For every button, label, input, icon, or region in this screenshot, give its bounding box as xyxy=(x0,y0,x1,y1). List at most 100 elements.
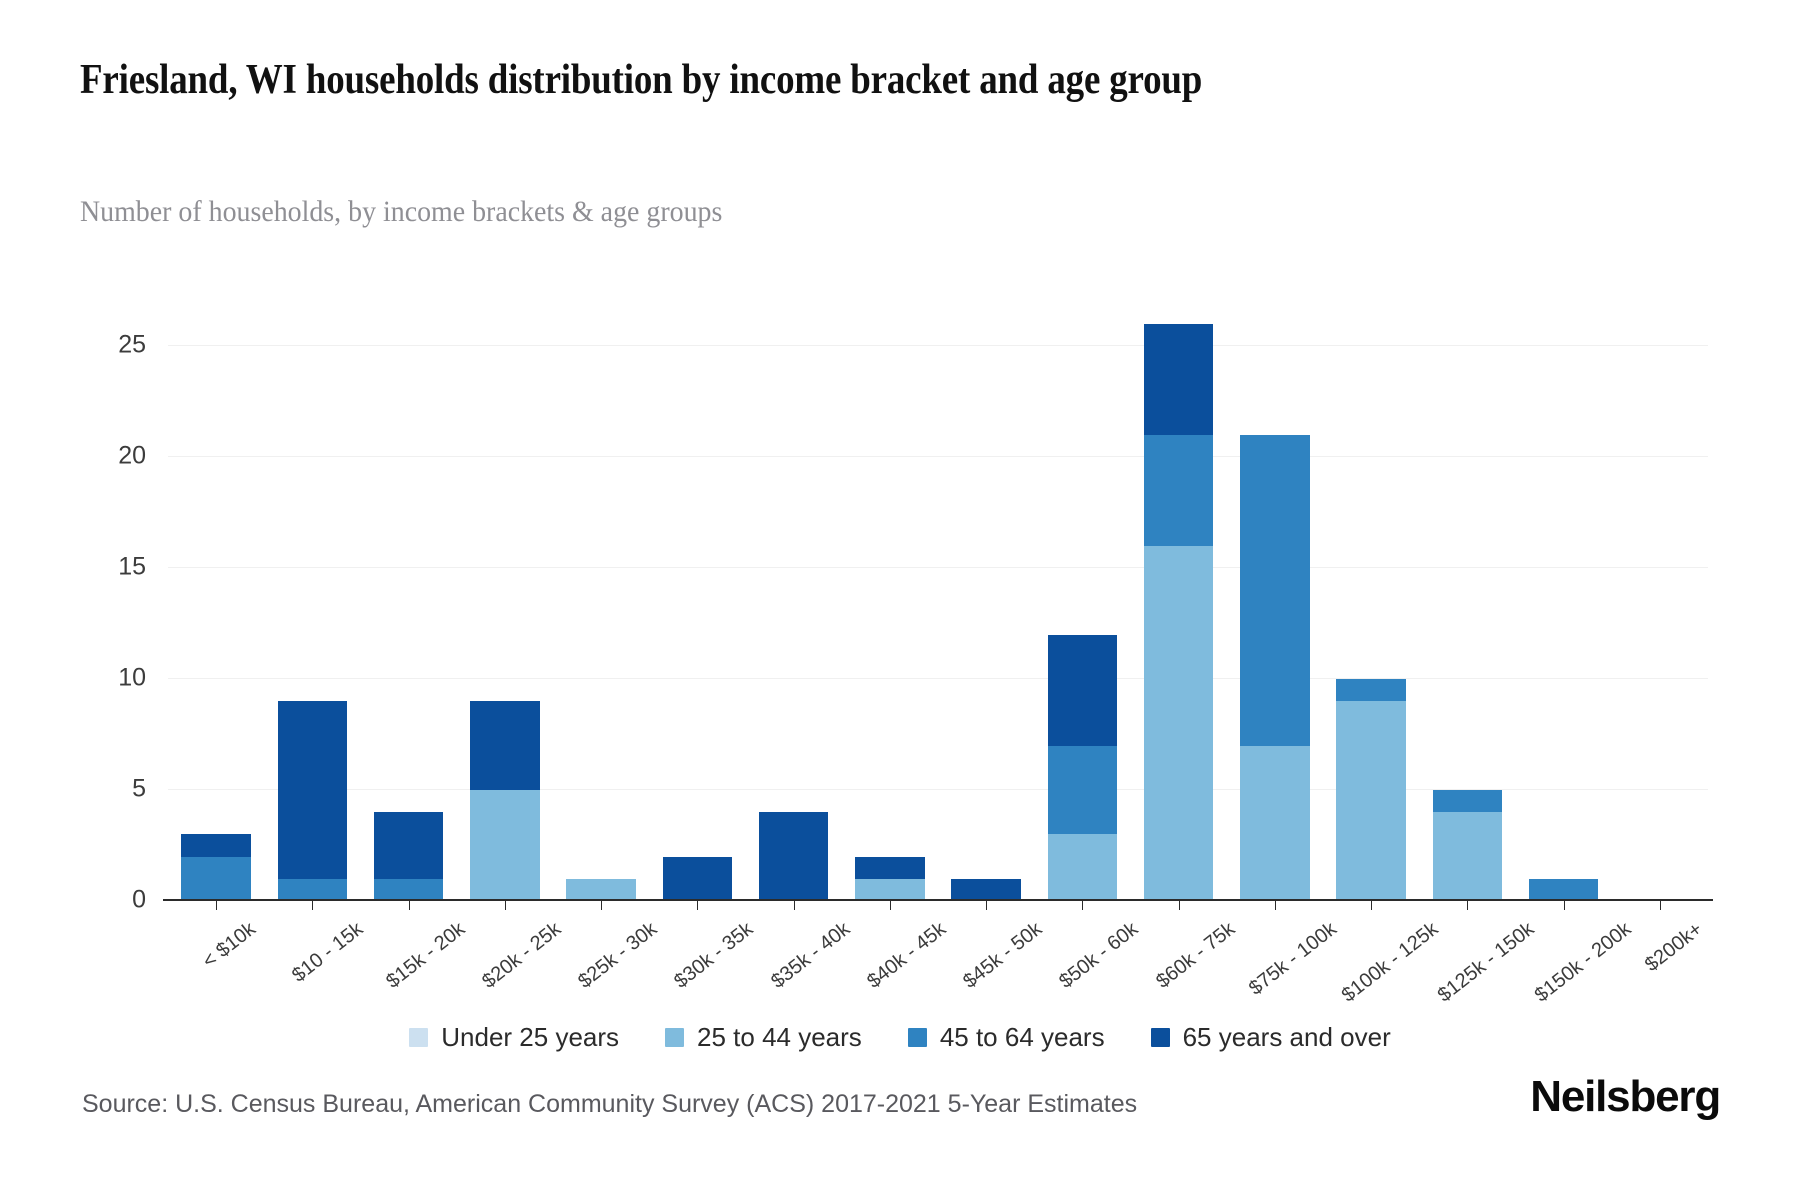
bar-segment[interactable] xyxy=(1047,834,1118,901)
bar-segment[interactable] xyxy=(1143,324,1214,436)
bar-segment[interactable] xyxy=(1240,435,1310,746)
x-axis-tick xyxy=(408,901,410,910)
bar-group[interactable] xyxy=(1034,302,1130,910)
bar-group[interactable] xyxy=(1419,302,1515,910)
y-axis-tick-label: 20 xyxy=(118,441,146,470)
bar-segment[interactable] xyxy=(855,856,925,879)
stacked-bar[interactable] xyxy=(1143,324,1214,901)
x-axis-tick xyxy=(1467,901,1469,910)
page-title: Friesland, WI households distribution by… xyxy=(80,57,1203,103)
legend-label: 45 to 64 years xyxy=(939,1022,1105,1052)
legend-item[interactable]: 65 years and over xyxy=(1150,1022,1391,1053)
bar-segment[interactable] xyxy=(566,878,636,901)
x-axis-tick xyxy=(601,901,603,910)
gridline: 20 xyxy=(118,442,1708,470)
bar-segment[interactable] xyxy=(1336,701,1406,901)
bar-segment[interactable] xyxy=(662,856,733,901)
legend-label: 65 years and over xyxy=(1182,1022,1391,1052)
bar-group[interactable] xyxy=(1516,302,1612,910)
x-axis-tick xyxy=(312,901,314,910)
stacked-bar[interactable] xyxy=(1047,634,1118,901)
bar-group[interactable] xyxy=(938,302,1034,910)
x-axis-tick xyxy=(889,901,891,910)
x-axis-tick xyxy=(1563,901,1565,910)
bar-group[interactable] xyxy=(1323,302,1419,910)
x-axis-tick xyxy=(697,901,699,910)
stacked-bar[interactable] xyxy=(1432,790,1503,901)
x-axis-tick-label: < $10k xyxy=(198,918,260,973)
bar-segment[interactable] xyxy=(1432,812,1503,901)
brand-logo: Neilsberg xyxy=(1530,1072,1721,1121)
bar-segment[interactable] xyxy=(1240,745,1310,901)
bar-segment[interactable] xyxy=(181,856,251,901)
gridline: 10 xyxy=(118,664,1708,692)
bar-segment[interactable] xyxy=(951,878,1021,901)
bar-segment[interactable] xyxy=(277,701,348,879)
stacked-bar[interactable] xyxy=(373,812,444,901)
bar-segment[interactable] xyxy=(758,812,829,901)
bar-group[interactable] xyxy=(553,302,649,910)
stacked-bar[interactable] xyxy=(181,834,251,901)
y-axis-tick-label: 5 xyxy=(132,774,146,803)
gridline: 25 xyxy=(118,331,1708,359)
bar-group[interactable] xyxy=(649,302,745,910)
bar-group[interactable] xyxy=(842,302,938,910)
legend-item[interactable]: 25 to 44 years xyxy=(665,1022,862,1053)
y-axis-tick-label: 10 xyxy=(118,663,146,692)
bar-segment[interactable] xyxy=(277,878,348,901)
plot-area: 0 5 10 15 20 25 xyxy=(118,302,1713,914)
stacked-bar[interactable] xyxy=(951,878,1021,901)
legend-swatch-icon xyxy=(409,1028,429,1047)
bar-segment[interactable] xyxy=(1047,745,1118,835)
legend-swatch-icon xyxy=(907,1028,927,1047)
stacked-bar[interactable] xyxy=(855,856,925,901)
bar-segment[interactable] xyxy=(470,701,540,791)
x-axis-tick xyxy=(1371,901,1373,910)
stacked-bar[interactable] xyxy=(1240,435,1310,901)
stacked-bar[interactable] xyxy=(470,701,540,901)
bar-group[interactable] xyxy=(1227,302,1323,910)
bar-segment[interactable] xyxy=(1432,790,1503,813)
bar-segment[interactable] xyxy=(1143,546,1214,901)
bar-segment[interactable] xyxy=(1047,634,1118,746)
bar-group[interactable] xyxy=(168,302,264,910)
stacked-bar[interactable] xyxy=(662,856,733,901)
bar-group[interactable] xyxy=(264,302,360,910)
x-axis-line xyxy=(163,899,1713,901)
x-axis-tick-label: $200k+ xyxy=(1640,918,1707,977)
gridline: 0 xyxy=(132,886,1708,914)
stacked-bar[interactable] xyxy=(758,812,829,901)
gridline: 15 xyxy=(118,553,1708,581)
bar-segment[interactable] xyxy=(470,790,540,901)
legend-swatch-icon xyxy=(665,1028,685,1047)
x-axis-tick xyxy=(216,901,218,910)
stacked-bar[interactable] xyxy=(566,878,636,901)
gridline: 5 xyxy=(132,775,1708,803)
bar-group[interactable] xyxy=(1131,302,1227,910)
bar-segment[interactable] xyxy=(1336,679,1406,702)
x-axis-tick xyxy=(504,901,506,910)
x-axis-tick xyxy=(1659,901,1661,910)
stacked-bar[interactable] xyxy=(277,701,348,901)
bar-segment[interactable] xyxy=(373,878,444,901)
legend-item[interactable]: 45 to 64 years xyxy=(907,1022,1105,1053)
bar-segment[interactable] xyxy=(181,834,251,857)
bar-group[interactable] xyxy=(361,302,457,910)
x-axis-tick xyxy=(1082,901,1084,910)
x-axis-tick xyxy=(986,901,988,910)
bar-group[interactable] xyxy=(457,302,553,910)
legend-label: 25 to 44 years xyxy=(697,1022,862,1052)
legend-swatch-icon xyxy=(1150,1028,1170,1047)
legend-item[interactable]: Under 25 years xyxy=(409,1022,619,1053)
bar-segment[interactable] xyxy=(855,878,925,901)
chart-legend: Under 25 years 25 to 44 years 45 to 64 yea… xyxy=(0,1022,1800,1053)
stacked-bar[interactable] xyxy=(1336,679,1406,901)
bar-segment[interactable] xyxy=(1528,878,1599,901)
x-axis-tick-label: $10 - 15k xyxy=(288,918,368,987)
bar-group[interactable] xyxy=(1612,302,1708,910)
bar-group[interactable] xyxy=(746,302,842,910)
bar-segment[interactable] xyxy=(373,812,444,879)
stacked-bar[interactable] xyxy=(1528,878,1599,901)
bar-segment[interactable] xyxy=(1143,435,1214,547)
